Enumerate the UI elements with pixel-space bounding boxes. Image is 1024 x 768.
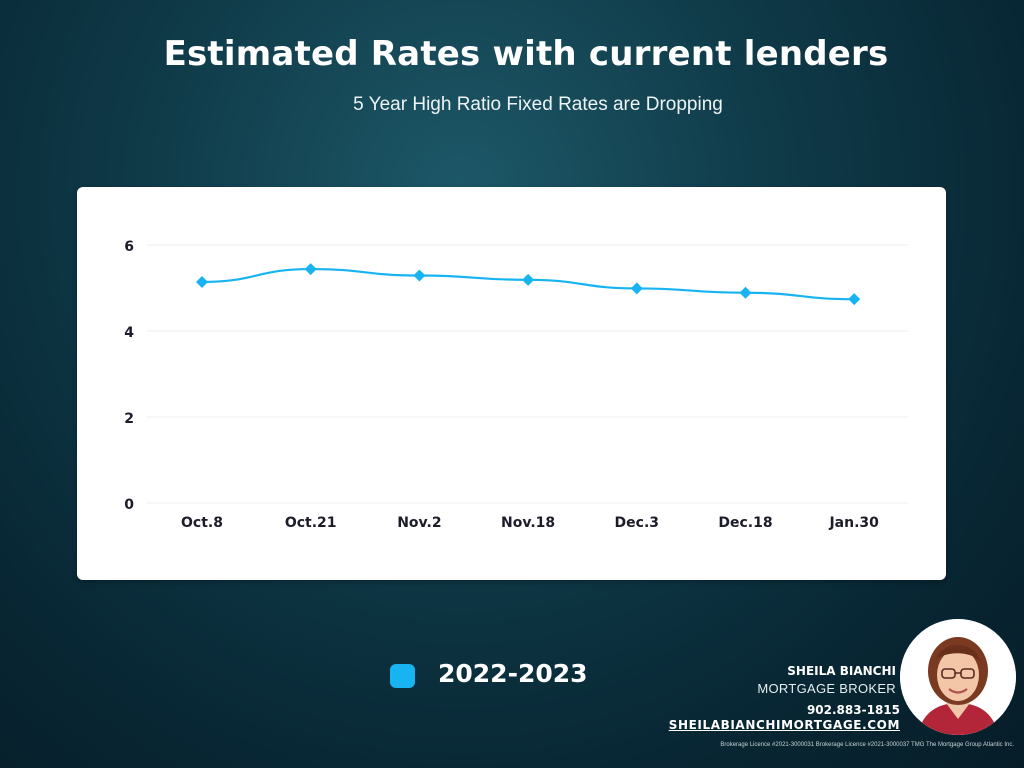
legend-label: 2022-2023 [438, 659, 588, 688]
chart-grid [147, 244, 908, 504]
x-tick-label: Dec.18 [718, 515, 772, 531]
broker-phone: 902.883-1815 [806, 703, 900, 717]
x-tick-label: Jan.30 [828, 515, 879, 531]
broker-title: MORTGAGE BROKER [757, 681, 896, 696]
x-tick-label: Nov.2 [397, 515, 441, 531]
y-tick-label: 0 [124, 497, 134, 513]
y-tick-label: 4 [124, 325, 134, 341]
avatar-portrait-icon [900, 619, 1016, 735]
line-chart: 0 2 4 6 Oct.8 Oct.21 Nov.2 Nov.18 Dec.3 Dec.18 Ja… [124, 239, 908, 531]
chart-card: 0 2 4 6 Oct.8 Oct.21 Nov.2 Nov.18 Dec.3 Dec.18 Ja… [77, 187, 946, 580]
y-tick-label: 6 [124, 239, 134, 255]
legend-swatch [390, 664, 415, 688]
y-tick-label: 2 [124, 411, 134, 427]
licence-text: Brokerage Licence #2021-3000031 Brokerag… [720, 742, 1014, 748]
page-subtitle: 5 Year High Ratio Fixed Rates are Droppi… [353, 94, 723, 115]
x-axis-ticks: Oct.8 Oct.21 Nov.2 Nov.18 Dec.3 Dec.18 Jan.30 [181, 515, 879, 531]
x-tick-label: Oct.8 [181, 515, 223, 531]
data-point [304, 263, 317, 276]
data-point [739, 286, 752, 299]
data-point [848, 293, 861, 306]
y-axis-ticks: 0 2 4 6 [124, 239, 134, 513]
avatar [900, 619, 1016, 735]
data-point [522, 273, 535, 286]
data-point [196, 275, 208, 288]
broker-name: SHEILA BIANCHI [787, 664, 896, 678]
data-point [630, 282, 643, 295]
data-point [413, 269, 426, 282]
x-tick-label: Nov.18 [501, 515, 555, 531]
page-title: Estimated Rates with current lenders [163, 34, 889, 74]
broker-website-link[interactable]: SHEILABIANCHIMORTGAGE.COM [668, 718, 900, 732]
x-tick-label: Dec.3 [615, 515, 659, 531]
x-tick-label: Oct.21 [285, 515, 337, 531]
series-points [196, 263, 861, 306]
